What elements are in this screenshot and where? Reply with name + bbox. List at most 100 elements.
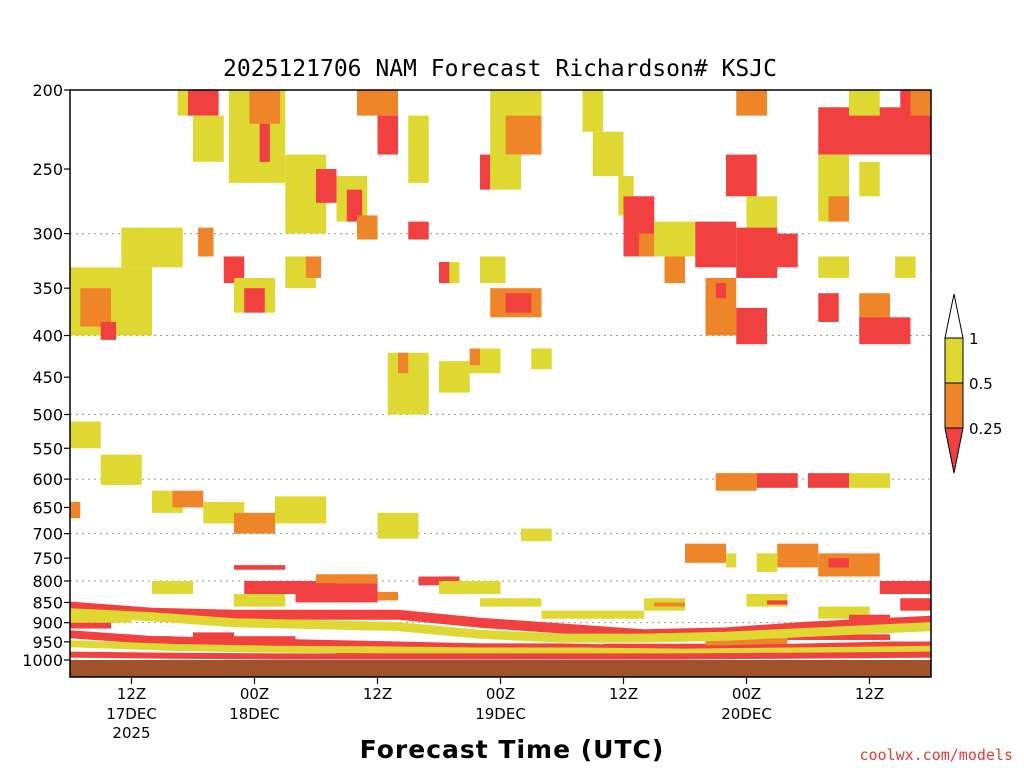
ri-band <box>69 608 932 643</box>
ri-cell <box>736 90 767 116</box>
ri-cell <box>715 283 726 299</box>
ri-cell <box>275 496 327 524</box>
x-tick-sublabel: 20DEC <box>721 705 772 723</box>
plot-frame <box>69 89 932 678</box>
ri-cell <box>408 221 429 240</box>
ri-cell <box>582 90 603 132</box>
ri-cell <box>726 154 757 197</box>
legend-level-label: 0.25 <box>969 420 1002 438</box>
ri-cell <box>736 307 767 345</box>
ri-cell <box>377 512 419 539</box>
ri-cell <box>480 154 491 190</box>
ri-cell <box>357 215 378 240</box>
ri-cell <box>685 543 726 563</box>
chart-title: 2025121706 NAM Forecast Richardson# KSJC <box>223 56 777 82</box>
ri-cell <box>70 421 101 449</box>
ri-cell <box>439 580 501 595</box>
ri-cell <box>490 154 521 190</box>
credit-text: coolwx.com/models <box>859 746 1013 764</box>
ri-cell <box>357 90 398 116</box>
ri-cell <box>828 558 849 568</box>
y-axis: 200 250 300 350 400 450 500 550 600 650 700 750 800 8… <box>22 81 70 670</box>
ri-cell <box>234 594 286 607</box>
ri-cell <box>234 512 275 534</box>
ri-cell <box>849 90 880 116</box>
ri-cell <box>756 233 798 268</box>
ri-cell <box>654 602 685 607</box>
ri-cell <box>244 288 265 313</box>
ri-cell <box>505 293 532 313</box>
ri-cell <box>654 221 696 257</box>
ri-cell <box>70 622 111 629</box>
y-tick-label: 450 <box>32 368 63 387</box>
ground-layer <box>70 660 931 677</box>
ri-cell <box>756 473 798 488</box>
ri-cell <box>223 256 245 284</box>
ri-cell <box>859 161 880 197</box>
legend-swatch-05-1 <box>944 337 964 384</box>
ri-cell <box>295 583 378 603</box>
ri-band <box>69 601 932 640</box>
y-tick-label: 800 <box>32 572 63 591</box>
ri-cell <box>849 473 890 488</box>
y-tick-label: 700 <box>32 525 63 544</box>
ri-cell <box>715 473 757 491</box>
y-tick-label: 650 <box>32 498 63 517</box>
legend-level-label: 1 <box>969 330 979 348</box>
ri-cell <box>377 115 398 155</box>
ri-cell <box>249 90 281 124</box>
y-tick-label: 400 <box>32 326 63 345</box>
ri-cell <box>418 576 460 586</box>
legend-swatch-gt1 <box>944 293 964 339</box>
x-tick-label: 00Z <box>732 685 761 703</box>
ri-cell <box>910 90 931 116</box>
ri-cell <box>193 115 224 162</box>
y-tick-label: 900 <box>32 614 63 633</box>
ri-cell <box>193 632 234 640</box>
y-tick-label: 750 <box>32 549 63 568</box>
x-tick-label: 12Z <box>609 685 638 703</box>
ri-cell <box>505 115 542 155</box>
ri-cell <box>900 598 931 611</box>
x-tick-label: 00Z <box>240 685 269 703</box>
ri-cell <box>664 256 685 284</box>
ri-cell <box>259 123 270 162</box>
legend-level-label: 0.5 <box>969 375 993 393</box>
ri-cell <box>895 256 916 278</box>
y-tick-label: 600 <box>32 470 63 489</box>
legend-swatch-lt025 <box>944 427 964 474</box>
ri-cell <box>818 293 839 322</box>
ri-cell <box>756 553 778 573</box>
x-tick-sublabel: 18DEC <box>229 705 280 723</box>
ri-cell <box>480 256 506 284</box>
y-tick-label: 850 <box>32 593 63 612</box>
ri-cell <box>695 221 737 268</box>
ri-cell <box>531 348 552 370</box>
y-tick-label: 350 <box>32 279 63 298</box>
x-tick-label: 00Z <box>486 685 515 703</box>
ri-cell <box>638 233 655 257</box>
ri-cell <box>152 580 193 595</box>
ri-cell <box>80 288 111 327</box>
x-tick-label: 12Z <box>363 685 392 703</box>
legend-swatch-025-05 <box>944 382 964 429</box>
ri-cell <box>234 565 286 570</box>
ri-cell <box>541 610 644 619</box>
y-tick-label: 300 <box>32 225 63 244</box>
y-tick-label: 250 <box>32 160 63 179</box>
ri-cell <box>592 131 624 177</box>
x-tick-sublabel: 19DEC <box>475 705 526 723</box>
ri-cell <box>346 189 363 222</box>
x-tick-sublabel: 17DEC <box>106 705 157 723</box>
ri-cell <box>726 553 737 568</box>
ri-cell <box>469 348 480 366</box>
ri-cell <box>859 317 911 345</box>
ri-cell <box>439 361 470 393</box>
ri-cell <box>177 90 188 116</box>
x-axis-label: Forecast Time (UTC) <box>360 735 665 764</box>
ri-cell <box>746 196 778 234</box>
y-tick-label: 950 <box>32 633 63 652</box>
y-tick-label: 550 <box>32 439 63 458</box>
ri-cell <box>808 473 849 488</box>
